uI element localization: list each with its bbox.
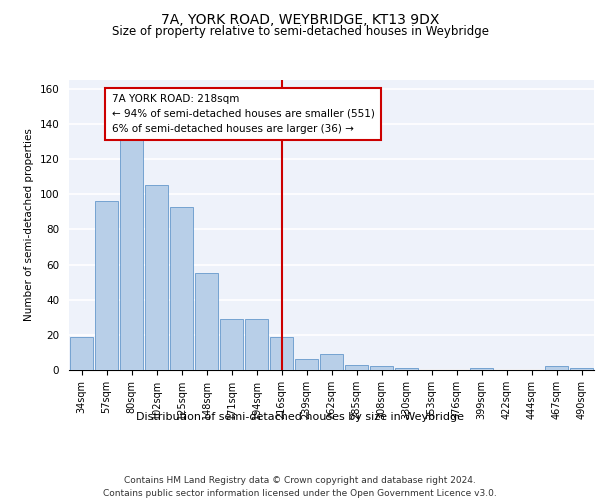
Text: Contains HM Land Registry data © Crown copyright and database right 2024.: Contains HM Land Registry data © Crown c… bbox=[124, 476, 476, 485]
Text: 7A YORK ROAD: 218sqm
← 94% of semi-detached houses are smaller (551)
6% of semi-: 7A YORK ROAD: 218sqm ← 94% of semi-detac… bbox=[112, 94, 374, 134]
Bar bbox=[545, 366, 568, 370]
Bar bbox=[570, 368, 593, 370]
Bar bbox=[345, 364, 368, 370]
Y-axis label: Number of semi-detached properties: Number of semi-detached properties bbox=[24, 128, 34, 322]
Bar bbox=[220, 319, 243, 370]
Bar bbox=[295, 360, 318, 370]
Text: Size of property relative to semi-detached houses in Weybridge: Size of property relative to semi-detach… bbox=[112, 25, 488, 38]
Text: Contains public sector information licensed under the Open Government Licence v3: Contains public sector information licen… bbox=[103, 489, 497, 498]
Bar bbox=[195, 274, 218, 370]
Bar bbox=[70, 336, 93, 370]
Bar bbox=[145, 186, 168, 370]
Bar bbox=[245, 319, 268, 370]
Bar bbox=[395, 368, 418, 370]
Bar bbox=[370, 366, 393, 370]
Text: 7A, YORK ROAD, WEYBRIDGE, KT13 9DX: 7A, YORK ROAD, WEYBRIDGE, KT13 9DX bbox=[161, 12, 439, 26]
Bar bbox=[320, 354, 343, 370]
Bar bbox=[120, 140, 143, 370]
Text: Distribution of semi-detached houses by size in Weybridge: Distribution of semi-detached houses by … bbox=[136, 412, 464, 422]
Bar bbox=[270, 336, 293, 370]
Bar bbox=[470, 368, 493, 370]
Bar bbox=[95, 202, 118, 370]
Bar bbox=[170, 206, 193, 370]
